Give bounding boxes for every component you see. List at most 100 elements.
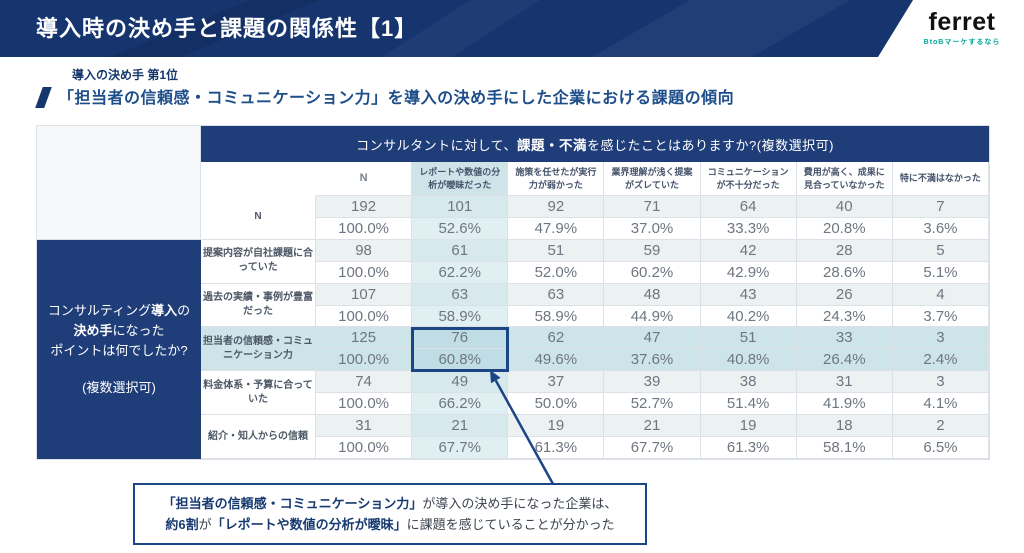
column-header: 業界理解が浅く提案がズレていた: [604, 162, 701, 196]
count-cell: 3: [892, 371, 989, 394]
pct-cell: 52.7%: [604, 393, 701, 416]
pct-cell: 100.0%: [316, 305, 413, 328]
pct-cell: 58.9%: [508, 305, 605, 328]
crosstab-table: コンサルタントに対して、課題・不満を感じたことはありますか?(複数選択可) コン…: [36, 125, 990, 460]
pct-cell: 100.0%: [316, 261, 413, 284]
count-cell: 63: [412, 283, 509, 306]
column-header: コミュニケーションが不十分だった: [700, 162, 797, 196]
pct-cell: 3.7%: [892, 305, 989, 328]
page-heading: 「担当者の信頼感・コミュニケーション力」を導入の決め手にした企業における課題の傾…: [58, 90, 735, 107]
count-cell: 61: [412, 239, 509, 262]
question-pre: コンサルタントに対して、: [356, 138, 518, 153]
top-bar: 導入時の決め手と課題の関係性【1】 ferret BtoBマーケするなら: [0, 0, 1024, 57]
page-title: 導入時の決め手と課題の関係性【1】: [36, 16, 418, 41]
row-label: 紹介・知人からの信頼: [201, 415, 316, 459]
count-cell: 39: [604, 371, 701, 394]
count-cell: 31: [316, 415, 413, 438]
logo-tagline: BtoBマーケするなら: [923, 39, 1001, 46]
pct-cell: 60.2%: [604, 261, 701, 284]
pct-cell: 58.9%: [412, 305, 509, 328]
row-group-label: コンサルティング導入の 決め手になった ポイントは何でしたか? (複数選択可): [37, 239, 201, 459]
count-cell: 62: [508, 327, 605, 350]
pct-cell: 50.0%: [508, 393, 605, 416]
count-cell: 192: [316, 196, 413, 218]
count-cell: 19: [508, 415, 605, 438]
count-cell: 98: [316, 239, 413, 262]
count-cell: 21: [604, 415, 701, 438]
pct-cell: 37.6%: [604, 349, 701, 372]
count-cell: 26: [796, 283, 893, 306]
pct-cell: 100.0%: [316, 217, 413, 240]
count-cell: 19: [700, 415, 797, 438]
pct-cell: 4.1%: [892, 393, 989, 416]
count-cell: 3: [892, 327, 989, 350]
row-label: 過去の実績・事例が豊富だった: [201, 283, 316, 328]
count-cell: 37: [508, 371, 605, 394]
count-cell: 4: [892, 283, 989, 306]
pct-cell: 20.8%: [796, 217, 893, 240]
pct-cell: 61.3%: [508, 437, 605, 459]
pct-cell: 40.2%: [700, 305, 797, 328]
callout-line2: 約6割が「レポートや数値の分析が曖昧」に課題を感じていることが分かった: [165, 517, 615, 532]
callout: 「担当者の信頼感・コミュニケーション力」が導入の決め手になった企業は、 約6割が…: [133, 483, 647, 545]
column-header: 特に不満はなかった: [892, 162, 989, 196]
pct-cell: 40.8%: [700, 349, 797, 372]
slash-mark: [35, 87, 52, 108]
count-cell: 51: [508, 239, 605, 262]
question-post: を感じたことはありますか?(複数選択可): [587, 138, 834, 153]
pct-cell: 100.0%: [316, 437, 413, 459]
pct-cell: 52.6%: [412, 217, 509, 240]
count-cell: 31: [796, 371, 893, 394]
row-label: 担当者の信頼感・コミュニケーション力: [201, 327, 316, 372]
pct-cell: 100.0%: [316, 349, 413, 372]
pct-cell: 44.9%: [604, 305, 701, 328]
count-cell: 42: [700, 239, 797, 262]
count-cell: 101: [412, 196, 509, 218]
count-cell: 47: [604, 327, 701, 350]
count-cell: 71: [604, 196, 701, 218]
count-cell: 38: [700, 371, 797, 394]
count-cell: 48: [604, 283, 701, 306]
pct-cell: 60.8%: [412, 349, 509, 372]
pct-cell: 26.4%: [796, 349, 893, 372]
count-cell: 18: [796, 415, 893, 438]
column-header: N: [316, 162, 413, 196]
pct-cell: 100.0%: [316, 393, 413, 416]
pct-cell: 41.9%: [796, 393, 893, 416]
count-cell: 21: [412, 415, 509, 438]
pct-cell: 3.6%: [892, 217, 989, 240]
question-bold: 課題・不満: [517, 138, 588, 153]
pct-cell: 2.4%: [892, 349, 989, 372]
count-cell: 64: [700, 196, 797, 218]
count-cell: 49: [412, 371, 509, 394]
question-header: コンサルタントに対して、課題・不満を感じたことはありますか?(複数選択可): [201, 126, 989, 162]
count-cell: 59: [604, 239, 701, 262]
count-cell: 125: [316, 327, 413, 350]
pct-cell: 42.9%: [700, 261, 797, 284]
count-cell: 76: [412, 327, 509, 350]
count-cell: 5: [892, 239, 989, 262]
count-cell: 43: [700, 283, 797, 306]
row-label: 提案内容が自社課題に合っていた: [201, 239, 316, 284]
header-pattern: [110, 0, 850, 57]
column-header: 施策を任せたが実行力が弱かった: [508, 162, 605, 196]
pct-cell: 67.7%: [412, 437, 509, 459]
callout-line1: 「担当者の信頼感・コミュニケーション力」が導入の決め手になった企業は、: [162, 495, 618, 511]
count-cell: 92: [508, 196, 605, 218]
column-header: レポートや数値の分析が曖昧だった: [412, 162, 509, 196]
count-cell: 74: [316, 371, 413, 394]
pct-cell: 67.7%: [604, 437, 701, 459]
pct-cell: 47.9%: [508, 217, 605, 240]
corner-cell: [37, 126, 201, 240]
kicker-label: 導入の決め手 第1位: [72, 68, 179, 82]
count-cell: 63: [508, 283, 605, 306]
count-cell: 51: [700, 327, 797, 350]
pct-cell: 62.2%: [412, 261, 509, 284]
pct-cell: 58.1%: [796, 437, 893, 459]
pct-cell: 52.0%: [508, 261, 605, 284]
count-cell: 7: [892, 196, 989, 218]
row-label: 料金体系・予算に合っていた: [201, 371, 316, 416]
count-cell: 40: [796, 196, 893, 218]
pct-cell: 51.4%: [700, 393, 797, 416]
